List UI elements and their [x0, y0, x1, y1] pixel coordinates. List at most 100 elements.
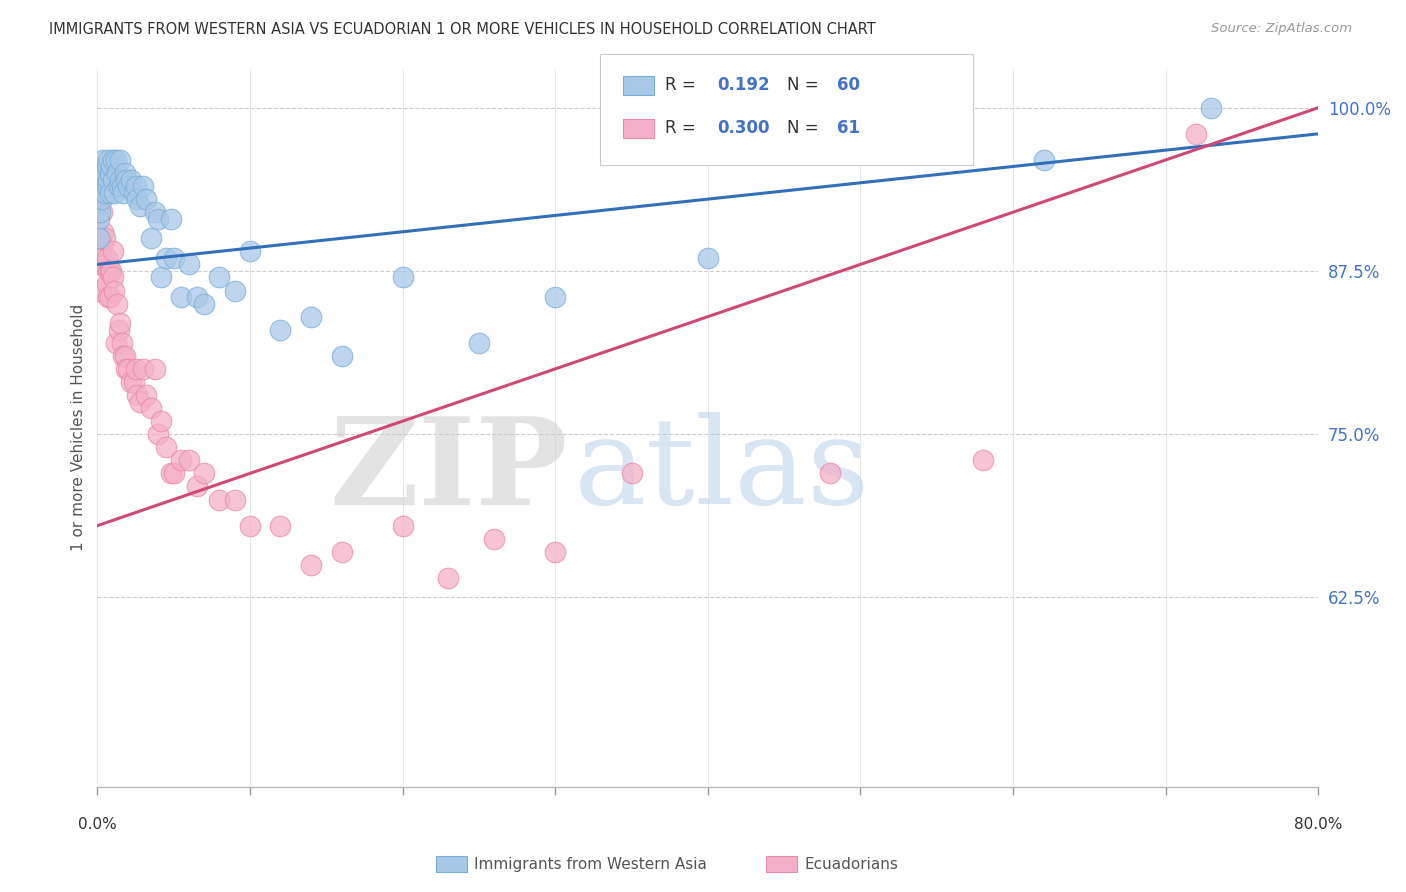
Point — [90, 172, 112, 186]
Point — [132, 179, 155, 194]
Point — [163, 467, 186, 481]
Point — [177, 453, 200, 467]
Point — [125, 388, 148, 402]
Point — [93, 225, 115, 239]
Point — [120, 172, 142, 186]
Point — [101, 172, 124, 186]
Text: atlas: atlas — [574, 412, 870, 529]
Point — [90, 237, 112, 252]
Point — [972, 453, 994, 467]
Point — [98, 186, 121, 200]
Point — [111, 179, 134, 194]
Point — [132, 362, 155, 376]
Point — [391, 518, 413, 533]
Text: Ecuadorians: Ecuadorians — [804, 857, 898, 871]
Point — [120, 375, 142, 389]
Point — [122, 375, 145, 389]
Point — [330, 545, 353, 559]
Point — [98, 264, 121, 278]
Text: Source: ZipAtlas.com: Source: ZipAtlas.com — [1212, 22, 1353, 36]
Point — [193, 296, 215, 310]
Point — [115, 172, 138, 186]
Point — [122, 186, 145, 200]
Point — [269, 323, 291, 337]
Point — [148, 427, 170, 442]
Point — [170, 453, 193, 467]
Point — [186, 290, 208, 304]
Point — [107, 179, 129, 194]
Point — [208, 270, 231, 285]
Point — [97, 153, 120, 167]
Point — [193, 467, 215, 481]
Point — [89, 257, 111, 271]
Point — [105, 166, 128, 180]
Point — [107, 323, 129, 337]
Point — [104, 153, 127, 167]
Point — [97, 264, 120, 278]
Text: R =: R = — [665, 76, 702, 94]
Point — [139, 401, 162, 416]
Point — [239, 518, 262, 533]
Point — [114, 166, 136, 180]
Text: R =: R = — [665, 119, 702, 136]
Point — [124, 179, 146, 194]
Point — [105, 296, 128, 310]
Point — [110, 153, 132, 167]
Text: ZIP: ZIP — [329, 412, 568, 530]
Point — [100, 264, 122, 278]
Point — [155, 251, 177, 265]
Point — [124, 362, 146, 376]
Point — [117, 179, 139, 194]
Point — [299, 310, 322, 324]
Point — [98, 166, 121, 180]
Point — [112, 349, 135, 363]
Point — [87, 211, 110, 226]
Point — [330, 349, 353, 363]
Point — [114, 349, 136, 363]
Point — [94, 166, 117, 180]
Point — [208, 492, 231, 507]
Point — [98, 290, 121, 304]
Point — [269, 518, 291, 533]
Point — [93, 251, 115, 265]
Point — [112, 186, 135, 200]
Point — [87, 284, 110, 298]
Point — [696, 251, 718, 265]
Text: 80.0%: 80.0% — [1294, 817, 1343, 832]
Point — [96, 251, 118, 265]
Point — [93, 172, 115, 186]
Point — [97, 172, 120, 186]
Text: 0.0%: 0.0% — [77, 817, 117, 832]
Point — [239, 244, 262, 259]
Point — [163, 251, 186, 265]
Text: Immigrants from Western Asia: Immigrants from Western Asia — [474, 857, 707, 871]
Point — [87, 231, 110, 245]
Text: IMMIGRANTS FROM WESTERN ASIA VS ECUADORIAN 1 OR MORE VEHICLES IN HOUSEHOLD CORRE: IMMIGRANTS FROM WESTERN ASIA VS ECUADORI… — [49, 22, 876, 37]
Point — [100, 160, 122, 174]
Point — [224, 284, 246, 298]
Text: N =: N = — [787, 76, 824, 94]
Point — [94, 231, 117, 245]
Point — [468, 335, 491, 350]
Text: 0.300: 0.300 — [717, 119, 769, 136]
Point — [93, 153, 115, 167]
Point — [186, 479, 208, 493]
Point — [482, 532, 505, 546]
Point — [150, 414, 173, 428]
Point — [143, 205, 166, 219]
Text: 61: 61 — [837, 119, 859, 136]
Point — [544, 290, 567, 304]
Point — [129, 199, 152, 213]
Point — [117, 362, 139, 376]
Point — [150, 270, 173, 285]
Point — [544, 545, 567, 559]
Point — [125, 192, 148, 206]
Point — [111, 335, 134, 350]
Point — [620, 467, 643, 481]
Text: N =: N = — [787, 119, 824, 136]
Point — [104, 335, 127, 350]
Point — [94, 257, 117, 271]
Point — [87, 257, 110, 271]
Point — [101, 153, 124, 167]
Point — [90, 205, 112, 219]
